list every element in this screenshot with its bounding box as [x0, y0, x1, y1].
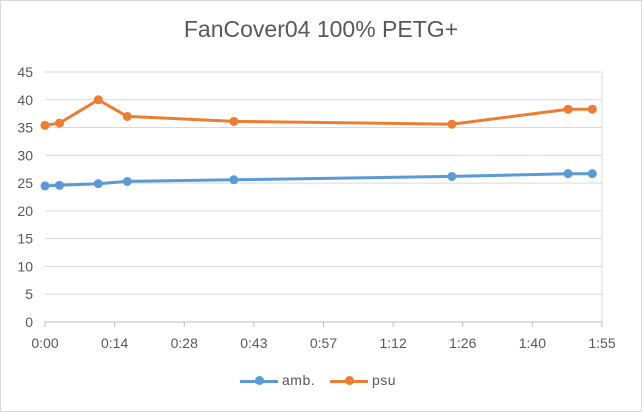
data-point-psu-5 [447, 119, 457, 129]
data-point-psu-0 [40, 120, 50, 130]
y-tick-label: 45 [17, 64, 33, 80]
data-point-psu-7 [587, 104, 597, 114]
data-point-psu-6 [563, 104, 573, 114]
legend-marker-psu [345, 376, 354, 385]
data-point-psu-3 [122, 111, 132, 121]
x-tick-label: 0:43 [240, 335, 267, 351]
x-tick-label: 0:57 [310, 335, 337, 351]
x-tick-label: 1:40 [519, 335, 546, 351]
x-tick-label: 1:55 [588, 335, 615, 351]
data-point-amb-0 [40, 181, 50, 191]
data-point-amb-6 [563, 169, 573, 179]
data-point-amb-2 [93, 179, 103, 189]
y-tick-label: 30 [17, 147, 33, 163]
y-tick-label: 40 [17, 92, 33, 108]
y-tick-label: 20 [17, 203, 33, 219]
series-line-psu [44, 98, 593, 127]
chart-title: FanCover04 100% PETG+ [183, 16, 459, 42]
y-tick-label: 10 [17, 258, 33, 274]
y-tick-label: 0 [25, 314, 33, 330]
legend: amb. psu [0, 371, 642, 391]
series-line-amb [44, 172, 593, 188]
x-tick-label: 1:12 [380, 335, 407, 351]
data-point-amb-3 [122, 176, 132, 186]
data-point-psu-4 [229, 116, 239, 126]
legend-marker-amb [255, 376, 264, 385]
data-point-amb-1 [55, 180, 65, 190]
x-tick-label: 0:28 [171, 335, 198, 351]
legend-label-amb: amb. [282, 372, 316, 388]
y-tick-label: 15 [17, 231, 33, 247]
data-point-psu-1 [55, 118, 65, 128]
x-tick-label: 0:14 [101, 335, 128, 351]
y-tick-label: 5 [25, 286, 33, 302]
data-point-amb-7 [587, 169, 597, 179]
y-tick-label: 25 [17, 175, 33, 191]
data-point-psu-2 [93, 95, 103, 105]
legend-label-psu: psu [372, 372, 397, 388]
x-tick-label: 1:26 [449, 335, 476, 351]
y-tick-label: 35 [17, 120, 33, 136]
data-point-amb-4 [229, 175, 239, 185]
x-tick-label: 0:00 [31, 335, 58, 351]
data-point-amb-5 [447, 171, 457, 181]
